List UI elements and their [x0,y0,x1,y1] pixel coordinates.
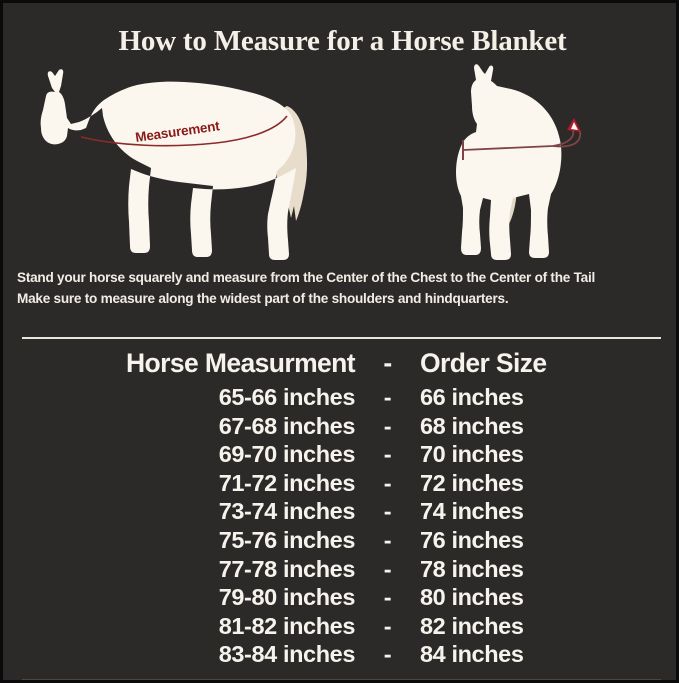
cell-order-size: 68 inches [420,412,524,439]
cell-order-size: 76 inches [420,526,524,553]
illustration-band: Measurement [3,58,676,268]
cell-measurement: 65-66 inches [218,384,356,410]
cell-separator: - [383,469,392,496]
table-row: 81-82 inches - 82 inches [3,612,676,641]
cell-order-size: 74 inches [420,498,524,525]
cell-measurement: 75-76 inches [218,526,356,553]
cell-separator: - [383,384,392,410]
cell-order-size: 84 inches [420,641,524,668]
cell-measurement: 77-78 inches [218,555,356,582]
column-header-separator: - [383,348,392,378]
table-row: 73-74 inches - 74 inches [3,497,676,526]
table-row: 77-78 inches - 78 inches [3,555,676,584]
instruction-text: Stand your horse squarely and measure fr… [17,267,667,309]
cell-measurement: 73-74 inches [218,498,356,525]
cell-separator: - [383,498,392,525]
cell-order-size: 66 inches [420,384,524,410]
cell-order-size: 82 inches [420,612,524,639]
column-header-measurement: Horse Measurment [126,348,356,378]
instruction-line-1: Stand your horse squarely and measure fr… [17,270,595,285]
table-top-divider [22,337,661,339]
table-bottom-divider [22,679,661,680]
cell-separator: - [383,555,392,582]
cell-measurement: 79-80 inches [218,584,356,611]
table-row: 71-72 inches - 72 inches [3,469,676,498]
tape-arrow-inner [571,122,578,130]
table-row: 67-68 inches - 68 inches [3,412,676,441]
cell-separator: - [383,584,392,611]
horse-body [40,69,296,260]
table-header-row: Horse Measurment - Order Size [3,343,676,383]
table-row: 79-80 inches - 80 inches [3,583,676,612]
measurement-tape-curve [80,115,288,147]
size-chart-table: Horse Measurment - Order Size 65-66 inch… [3,343,676,669]
cell-separator: - [383,412,392,439]
table-row: 65-66 inches - 66 inches [3,383,676,412]
table-row: 75-76 inches - 76 inches [3,526,676,555]
instruction-line-2: Make sure to measure along the widest pa… [17,291,509,306]
cell-measurement: 83-84 inches [218,641,356,668]
table-body: 65-66 inches -66 inches 67-68 inches -68 in… [3,383,676,669]
horse-side-view-illustration: Measurement [40,69,308,260]
cell-separator: - [383,526,392,553]
cell-measurement: 67-68 inches [218,412,356,439]
cell-order-size: 78 inches [420,555,524,582]
cell-measurement: 69-70 inches [218,441,356,468]
cell-order-size: 70 inches [420,441,524,468]
table-row: 83-84 inches - 84 inches [3,640,676,669]
page-title: How to Measure for a Horse Blanket [118,25,567,57]
cell-order-size: 72 inches [420,469,524,496]
horse-rear-body [456,64,562,260]
cell-separator: - [383,612,392,639]
cell-order-size: 80 inches [420,584,524,611]
horse-rear-view-illustration [456,64,582,260]
cell-measurement: 81-82 inches [218,612,356,639]
column-header-order-size: Order Size [420,348,547,378]
table-row: 69-70 inches - 70 inches [3,440,676,469]
cell-separator: - [383,441,392,468]
cell-measurement: 71-72 inches [218,469,356,496]
cell-separator: - [383,641,392,668]
